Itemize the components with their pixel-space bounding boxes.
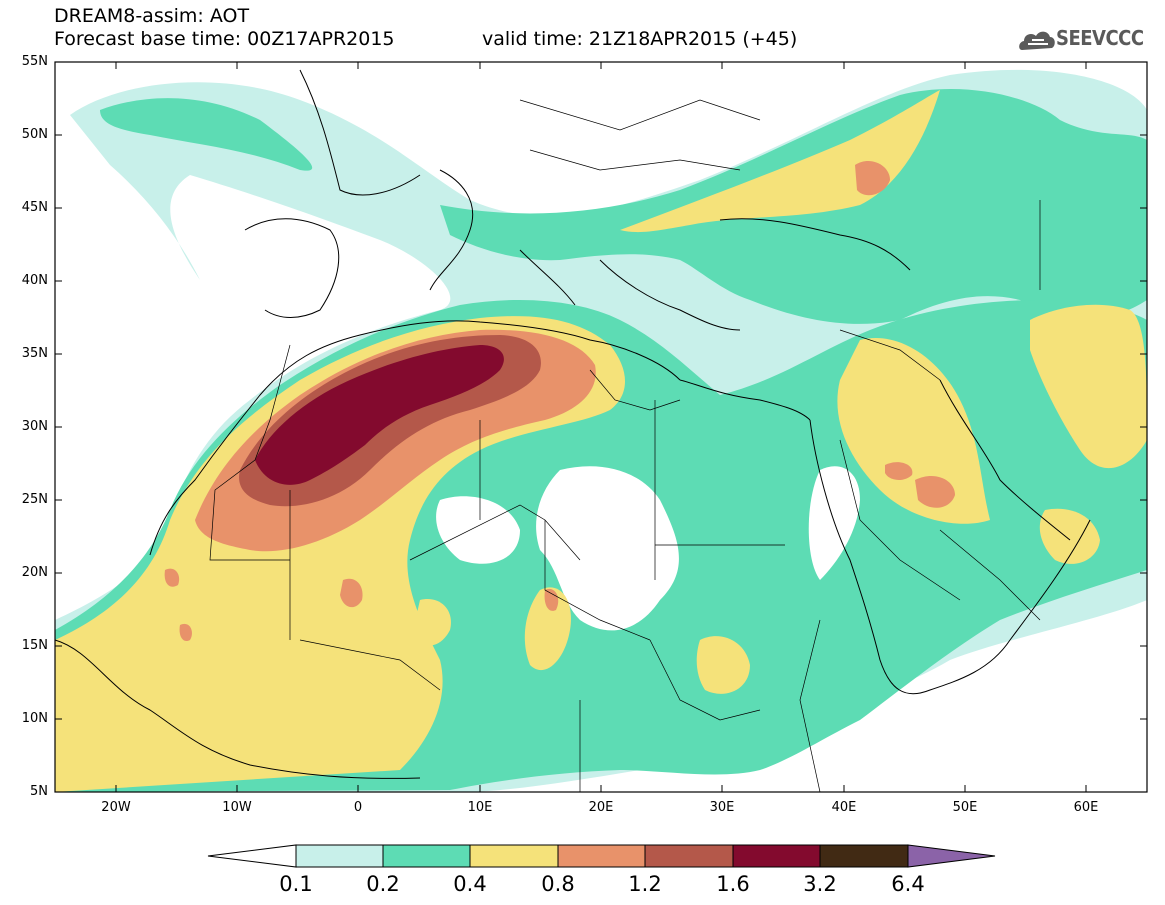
- lat-label: 10N: [21, 711, 48, 726]
- colorbar-label: 3.2: [803, 872, 837, 896]
- lon-label: 0: [353, 800, 363, 815]
- lon-label: 10W: [222, 800, 252, 815]
- colorbar-upper-arrow: [907, 844, 996, 868]
- lat-label: 20N: [21, 565, 48, 580]
- colorbar-lower-arrow: [207, 844, 297, 868]
- lat-label: 55N: [21, 54, 48, 69]
- lon-label: 20E: [588, 800, 614, 815]
- colorbar-bin-1.2: [644, 844, 734, 868]
- coastlines: [54, 69, 1091, 779]
- colorbar-bin-0.4: [469, 844, 559, 868]
- lon-label: 10E: [467, 800, 493, 815]
- valid-time: valid time: 21Z18APR2015 (+45): [482, 28, 798, 50]
- forecast-base-time: Forecast base time: 00Z17APR2015: [54, 28, 395, 50]
- lat-label: 45N: [21, 200, 48, 215]
- country-borders: [209, 99, 1041, 793]
- map-title: DREAM8-assim: AOT: [54, 5, 250, 27]
- lon-label: 40E: [831, 800, 857, 815]
- lon-label: 50E: [952, 800, 978, 815]
- colorbar-label: 0.4: [453, 872, 487, 896]
- colorbar-bin-3.2: [819, 844, 909, 868]
- colorbar-label: 0.1: [279, 872, 313, 896]
- lon-label: 30E: [709, 800, 735, 815]
- colorbar-label: 6.4: [891, 872, 925, 896]
- cloud-logo-icon: [1019, 31, 1055, 50]
- colorbar-bin-0.8: [557, 844, 646, 868]
- colorbar-label: 0.8: [541, 872, 575, 896]
- axis-ticks: [55, 61, 1147, 792]
- lat-label: 35N: [21, 346, 48, 361]
- lat-label: 25N: [21, 492, 48, 507]
- lat-label: 15N: [21, 638, 48, 653]
- lon-label: 20W: [101, 800, 131, 815]
- colorbar: [207, 844, 996, 868]
- aot-below-0.1: [436, 466, 860, 631]
- lat-label: 50N: [21, 127, 48, 142]
- lat-label: 40N: [21, 273, 48, 288]
- colorbar-bin-0.2: [382, 844, 471, 868]
- lat-label: 5N: [30, 784, 48, 799]
- lat-label: 30N: [21, 419, 48, 434]
- lon-label: 60E: [1073, 800, 1099, 815]
- aot-level-1.6: [255, 345, 504, 485]
- colorbar-label: 1.6: [716, 872, 750, 896]
- colorbar-bin-1.6: [732, 844, 821, 868]
- colorbar-label: 0.2: [366, 872, 400, 896]
- colorbar-label: 1.2: [628, 872, 662, 896]
- colorbar-bin-0.1: [295, 844, 384, 868]
- logo-text: SEEVCCC: [1056, 26, 1144, 50]
